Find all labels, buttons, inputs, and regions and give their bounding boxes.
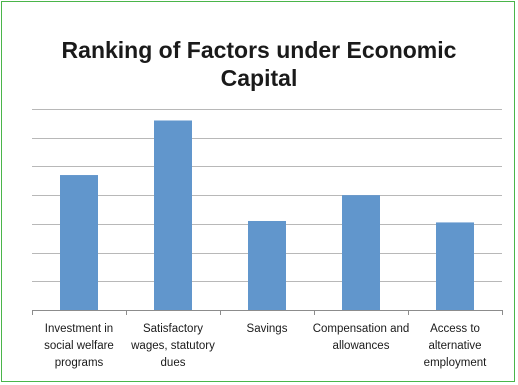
bar: [436, 222, 474, 310]
category-label: Compensation and allowances: [313, 323, 410, 352]
bar: [60, 175, 98, 310]
chart-title-line: Ranking of Factors under Economic: [62, 37, 457, 63]
x-axis: [32, 310, 503, 315]
category-label: Savings: [247, 323, 288, 335]
bar: [154, 120, 192, 310]
chart-title-line: Capital: [221, 65, 298, 91]
category-labels: Investment in social welfare programs Satis…: [44, 323, 487, 369]
category-label: Satisfactory wages, statutory dues: [130, 323, 215, 369]
bar: [248, 220, 286, 310]
category-label: Access to alternative employment: [424, 323, 487, 369]
bars: [60, 120, 474, 310]
bar: [342, 195, 380, 310]
category-label: Investment in social welfare programs: [44, 323, 114, 369]
